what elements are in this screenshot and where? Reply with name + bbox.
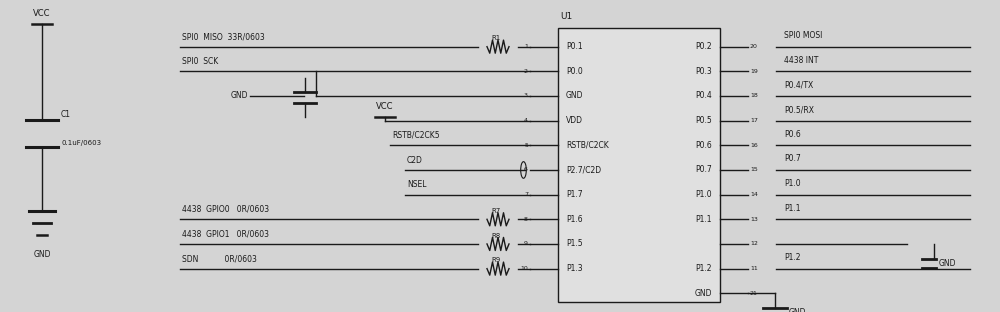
Text: U1: U1 [560,12,572,21]
Text: 0.1uF/0603: 0.1uF/0603 [61,139,101,146]
Text: 6: 6 [524,168,528,173]
Text: P1.1: P1.1 [696,215,712,224]
Text: GND: GND [33,250,51,259]
Text: RSTB/C2CK: RSTB/C2CK [566,141,609,150]
Text: P1.6: P1.6 [566,215,583,224]
Text: GND: GND [566,91,584,100]
Text: P1.1: P1.1 [784,204,801,213]
Text: R9: R9 [491,257,500,263]
Text: 20: 20 [750,44,758,49]
Text: P2.7/C2D: P2.7/C2D [566,165,601,174]
Text: SDN           0R/0603: SDN 0R/0603 [182,254,257,263]
Text: P0.4: P0.4 [695,91,712,100]
Text: P0.7: P0.7 [784,154,801,163]
Bar [558,28,720,303]
Text: 4438  GPIO1   0R/0603: 4438 GPIO1 0R/0603 [182,230,269,239]
Text: R7: R7 [491,208,500,214]
Text: R1: R1 [491,35,500,41]
Text: P0.5: P0.5 [695,116,712,125]
Text: 21: 21 [750,291,758,296]
Text: P0.6: P0.6 [695,141,712,150]
Text: P1.5: P1.5 [566,239,583,248]
Text: 13: 13 [750,217,758,222]
Text: P0.7: P0.7 [695,165,712,174]
Text: VCC: VCC [33,9,51,18]
Text: 4438  GPIO0   0R/0603: 4438 GPIO0 0R/0603 [182,205,269,214]
Text: 15: 15 [750,168,758,173]
Text: SPI0  MISO  33R/0603: SPI0 MISO 33R/0603 [182,32,265,41]
Text: P1.2: P1.2 [784,253,801,262]
Text: P0.6: P0.6 [784,130,801,139]
Text: RSTB/C2CK5: RSTB/C2CK5 [392,131,440,140]
Text: P0.5/RX: P0.5/RX [784,105,814,114]
Text: 9: 9 [524,241,528,246]
Text: P1.7: P1.7 [566,190,583,199]
Text: P0.2: P0.2 [695,42,712,51]
Text: SPI0 MOSI: SPI0 MOSI [784,31,822,40]
Text: VCC: VCC [376,102,394,111]
Text: 17: 17 [750,118,758,123]
Text: 10: 10 [520,266,528,271]
Text: GND: GND [789,308,806,312]
Text: C2D: C2D [407,156,423,165]
Text: 8: 8 [524,217,528,222]
Text: SPI0  SCK: SPI0 SCK [182,57,218,66]
Text: P1.3: P1.3 [566,264,583,273]
Text: P0.3: P0.3 [695,67,712,76]
Text: 2: 2 [524,69,528,74]
Text: 3: 3 [524,94,528,99]
Text: 4438 INT: 4438 INT [784,56,818,65]
Text: 4: 4 [524,118,528,123]
Text: P0.4/TX: P0.4/TX [784,80,813,90]
Text: 16: 16 [750,143,758,148]
Text: GND: GND [939,259,956,268]
Text: 1: 1 [524,44,528,49]
Text: P1.0: P1.0 [695,190,712,199]
Text: P0.1: P0.1 [566,42,583,51]
Text: GND: GND [694,289,712,298]
Text: 11: 11 [750,266,758,271]
Text: VDD: VDD [566,116,583,125]
Text: 18: 18 [750,94,758,99]
Text: P0.0: P0.0 [566,67,583,76]
Text: C1: C1 [61,110,71,119]
Text: 14: 14 [750,192,758,197]
Text: P1.2: P1.2 [696,264,712,273]
Text: NSEL: NSEL [407,180,426,189]
Text: 5: 5 [524,143,528,148]
Text: P1.0: P1.0 [784,179,801,188]
Text: GND: GND [230,91,248,100]
Text: 19: 19 [750,69,758,74]
Text: 12: 12 [750,241,758,246]
Text: 7: 7 [524,192,528,197]
Text: R8: R8 [491,233,500,239]
